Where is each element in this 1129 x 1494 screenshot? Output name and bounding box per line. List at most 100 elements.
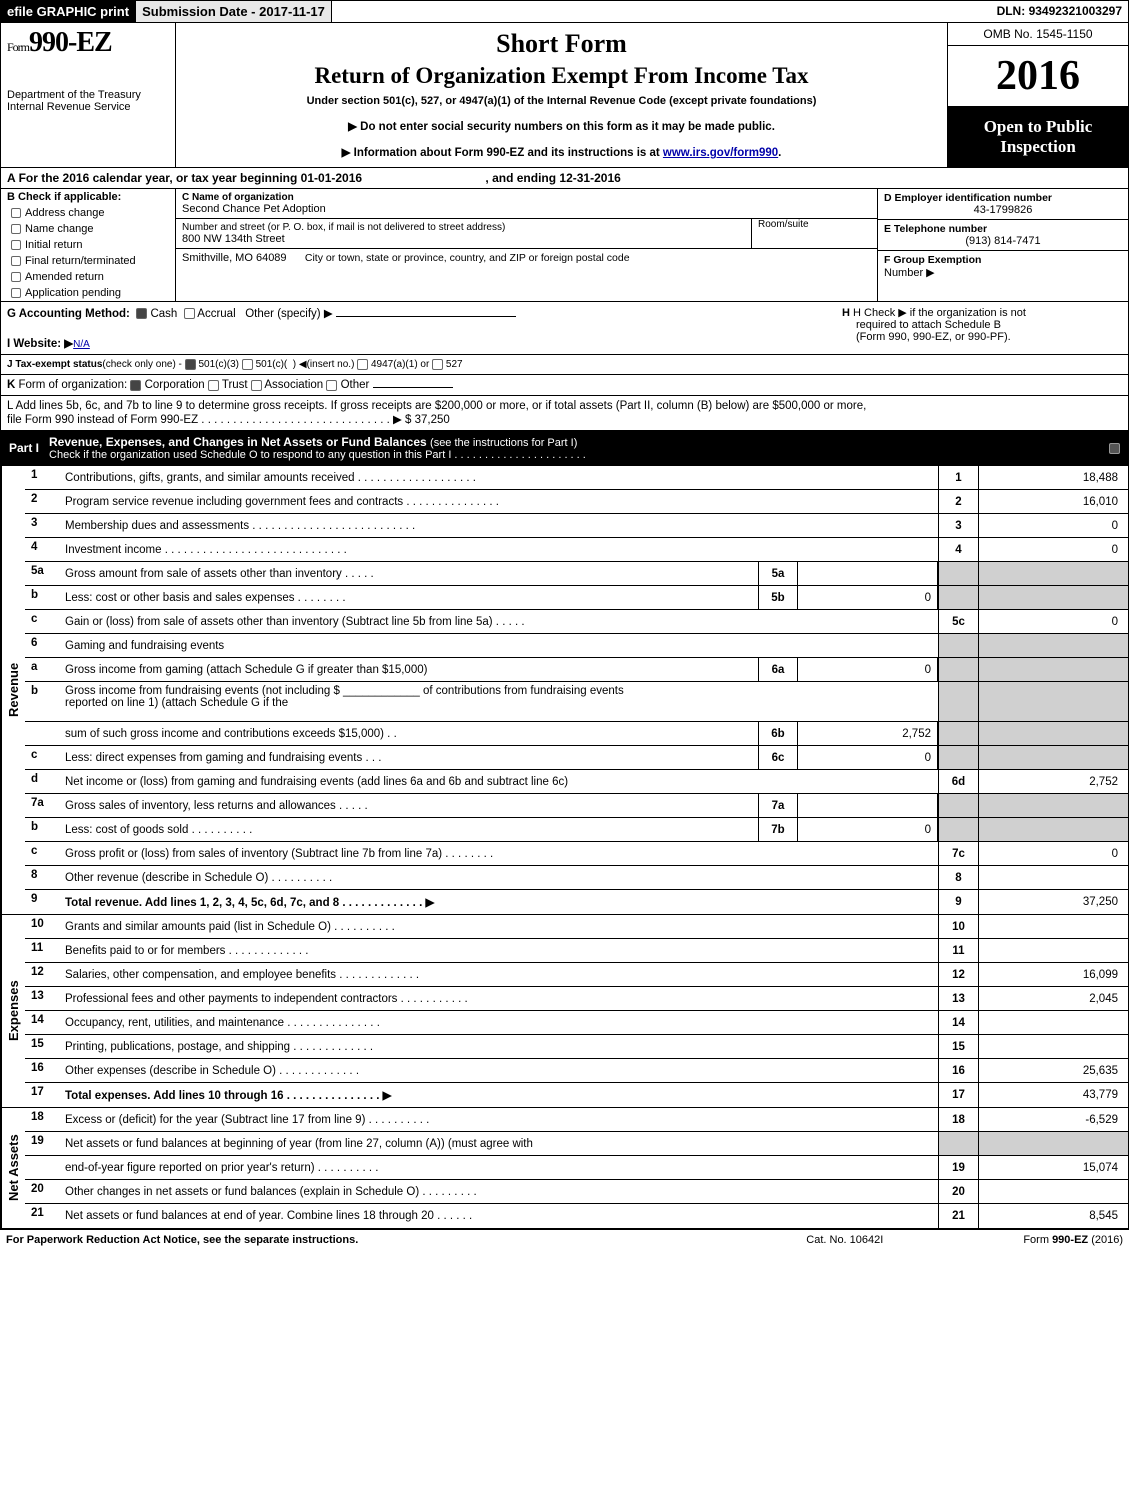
dept-line-1: Department of the Treasury [7, 89, 169, 101]
line-6-rnum-gray [938, 634, 978, 657]
checkbox-amended-return[interactable] [11, 272, 21, 282]
line-16-rval: 25,635 [978, 1059, 1128, 1082]
line-6b-rnum-gray [938, 682, 978, 721]
submission-date: Submission Date - 2017-11-17 [136, 1, 332, 22]
form-id-block: Form990-EZ Department of the Treasury In… [1, 23, 176, 167]
line-1-rnum: 1 [938, 466, 978, 489]
b-item-4: Amended return [25, 271, 104, 283]
footer-right: Form 990-EZ (2016) [1023, 1234, 1123, 1246]
checkbox-final-return[interactable] [11, 256, 21, 266]
line-14-desc: Occupancy, rent, utilities, and maintena… [61, 1011, 938, 1034]
checkbox-4947[interactable] [357, 359, 368, 370]
line-6b2-rnum-gray [938, 722, 978, 745]
expenses-side-label: Expenses [1, 915, 25, 1107]
revenue-side-label: Revenue [1, 466, 25, 914]
line-6b-num: b [25, 682, 61, 721]
line-11-rval [978, 939, 1128, 962]
website-link[interactable]: N/A [73, 339, 90, 350]
line-6c-mn: 6c [758, 746, 798, 769]
line-7b-desc: Less: cost of goods sold . . . . . . . .… [61, 818, 758, 841]
line-5b-rval-gray [978, 586, 1128, 609]
instruction-2-post: . [778, 147, 781, 159]
open-to-public: Open to Public Inspection [948, 107, 1128, 167]
part-1-title: Revenue, Expenses, and Changes in Net As… [49, 435, 430, 449]
c-name-label: C Name of organization [182, 192, 871, 203]
line-21-num: 21 [25, 1204, 61, 1228]
instruction-link[interactable]: www.irs.gov/form990 [663, 147, 778, 159]
c-name-value: Second Chance Pet Adoption [182, 203, 871, 215]
checkbox-527[interactable] [432, 359, 443, 370]
checkbox-cash[interactable] [136, 308, 147, 319]
line-14-num: 14 [25, 1011, 61, 1034]
line-1-rval: 18,488 [978, 466, 1128, 489]
line-5a-num: 5a [25, 562, 61, 585]
instruction-1: ▶ Do not enter social security numbers o… [186, 119, 937, 133]
line-7a-desc: Gross sales of inventory, less returns a… [61, 794, 758, 817]
line-5b-num: b [25, 586, 61, 609]
line-6b-rval-gray [978, 682, 1128, 721]
line-12-rnum: 12 [938, 963, 978, 986]
line-10-rnum: 10 [938, 915, 978, 938]
top-row: efile GRAPHIC print Submission Date - 20… [0, 0, 1129, 23]
line-6a-mn: 6a [758, 658, 798, 681]
checkbox-other-org[interactable] [326, 380, 337, 391]
line-l: L Add lines 5b, 6c, and 7b to line 9 to … [0, 396, 1129, 431]
line-4-desc: Investment income . . . . . . . . . . . … [61, 538, 938, 561]
line-7b-num: b [25, 818, 61, 841]
efile-print-button[interactable]: efile GRAPHIC print [1, 1, 136, 22]
line-19-rval: 15,074 [978, 1156, 1128, 1179]
checkbox-initial-return[interactable] [11, 240, 21, 250]
line-5b-desc: Less: cost or other basis and sales expe… [61, 586, 758, 609]
checkbox-application-pending[interactable] [11, 288, 21, 298]
line-1-desc: Contributions, gifts, grants, and simila… [61, 466, 938, 489]
line-19-rnum: 19 [938, 1156, 978, 1179]
e-phone-value: (913) 814-7471 [884, 235, 1122, 247]
instruction-2: ▶ Information about Form 990-EZ and its … [186, 145, 937, 159]
d-ein-value: 43-1799826 [884, 204, 1122, 216]
col-d-ein: D Employer identification number 43-1799… [878, 189, 1128, 301]
checkbox-accrual[interactable] [184, 308, 195, 319]
line-20-num: 20 [25, 1180, 61, 1203]
line-6d-rval: 2,752 [978, 770, 1128, 793]
form-title-block: Short Form Return of Organization Exempt… [176, 23, 948, 167]
checkbox-address-change[interactable] [11, 208, 21, 218]
checkbox-corporation[interactable] [130, 380, 141, 391]
line-7a-num: 7a [25, 794, 61, 817]
line-15-desc: Printing, publications, postage, and shi… [61, 1035, 938, 1058]
line-19-d1: Net assets or fund balances at beginning… [61, 1132, 938, 1155]
b-item-0: Address change [25, 207, 105, 219]
checkbox-schedule-o[interactable] [1109, 443, 1120, 454]
checkbox-association[interactable] [251, 380, 262, 391]
checkbox-trust[interactable] [208, 380, 219, 391]
line-8-desc: Other revenue (describe in Schedule O) .… [61, 866, 938, 889]
line-6b2-rval-gray [978, 722, 1128, 745]
line-3-rval: 0 [978, 514, 1128, 537]
g-accrual: Accrual [197, 308, 235, 320]
line-15-rval [978, 1035, 1128, 1058]
line-7b-mn: 7b [758, 818, 798, 841]
title-short-form: Short Form [186, 29, 937, 59]
c-city-label: City or town, state or province, country… [305, 252, 630, 264]
line-2-rval: 16,010 [978, 490, 1128, 513]
l-text-2: file Form 990 instead of Form 990-EZ . .… [7, 412, 1122, 426]
e-phone-label: E Telephone number [884, 223, 1122, 235]
line-7c-rval: 0 [978, 842, 1128, 865]
line-7b-rnum-gray [938, 818, 978, 841]
line-17-desc: Total expenses. Add lines 10 through 16 … [61, 1083, 938, 1107]
line-7a-mv [798, 794, 938, 817]
line-13-rval: 2,045 [978, 987, 1128, 1010]
footer-cat: Cat. No. 10642I [806, 1234, 883, 1246]
checkbox-name-change[interactable] [11, 224, 21, 234]
line-9-rnum: 9 [938, 890, 978, 914]
checkbox-501c[interactable] [242, 359, 253, 370]
entity-block: B Check if applicable: Address change Na… [0, 189, 1129, 302]
checkbox-501c3[interactable] [185, 359, 196, 370]
line-6a-num: a [25, 658, 61, 681]
submission-date-label: Submission Date - [142, 4, 259, 19]
b-item-5: Application pending [25, 287, 121, 299]
line-12-num: 12 [25, 963, 61, 986]
omb-number: OMB No. 1545-1150 [948, 23, 1128, 46]
line-3-num: 3 [25, 514, 61, 537]
h-text-3: (Form 990, 990-EZ, or 990-PF). [842, 331, 1122, 343]
line-10-rval [978, 915, 1128, 938]
